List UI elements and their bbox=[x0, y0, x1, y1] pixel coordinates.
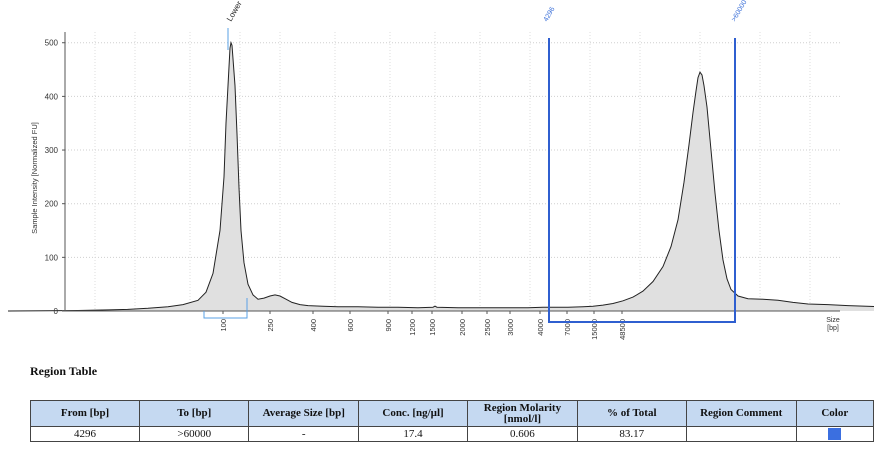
trace-line bbox=[7, 40, 874, 312]
table-cell: 0.606 bbox=[467, 426, 578, 442]
column-header[interactable]: Region Molarity [nmol/l] bbox=[467, 400, 578, 427]
y-tick-label: 0 bbox=[54, 307, 59, 316]
column-header[interactable]: Conc. [ng/µl] bbox=[357, 400, 469, 427]
trace-area bbox=[8, 42, 874, 311]
table-cell: - bbox=[248, 426, 359, 442]
column-header[interactable]: % of Total bbox=[576, 400, 687, 427]
x-tick-label: 2000 bbox=[458, 319, 467, 336]
lower-marker-bracket bbox=[203, 298, 248, 319]
color-swatch[interactable] bbox=[828, 428, 842, 441]
x-tick-label: 900 bbox=[384, 319, 393, 332]
table-cell: 83.17 bbox=[576, 426, 687, 442]
x-tick-label: 48500 bbox=[618, 319, 627, 340]
x-tick-label: 4000 bbox=[536, 319, 545, 336]
y-tick-label: 100 bbox=[45, 253, 59, 262]
x-tick-label: 100 bbox=[219, 319, 228, 332]
x-tick-label: 250 bbox=[266, 319, 275, 332]
table-row[interactable]: 4296 >60000-17.4 0.606 83.17 bbox=[29, 426, 874, 442]
column-header[interactable]: From [bp] bbox=[29, 400, 141, 427]
x-tick-label: 400 bbox=[309, 319, 318, 332]
y-tick-label: 300 bbox=[45, 146, 59, 155]
table-cell: >60000 bbox=[139, 426, 250, 442]
x-tick-label: 600 bbox=[346, 319, 355, 332]
y-axis-ticks: 0 100 200 300 400 500 bbox=[45, 39, 65, 316]
x-tick-label: 3000 bbox=[506, 319, 515, 336]
region-table-header: From [bp] To [bp] Average Size [bp] Conc. [… bbox=[29, 400, 874, 427]
axes bbox=[64, 32, 840, 312]
x-tick-label: 7000 bbox=[563, 319, 572, 336]
column-header[interactable]: To [bp] bbox=[139, 400, 250, 427]
region-table: From [bp] To [bp] Average Size [bp] Conc. [… bbox=[29, 400, 874, 442]
y-axis-label: Sample Intensity [Normalized FU] bbox=[30, 122, 39, 234]
electropherogram-chart: 0 100 200 300 400 500 100 250 400 600 900 1200 1500… bbox=[7, 0, 874, 340]
x-axis-unit-part: Size bbox=[826, 317, 840, 324]
x-axis-ticks: 100 250 400 600 900 1200 1500 2000 2500 3000 4000 7… bbox=[219, 311, 627, 340]
x-axis-unit-part: [bp] bbox=[827, 325, 839, 332]
region-table-title: Region Table bbox=[30, 364, 98, 378]
table-cell: 17.4 bbox=[357, 426, 469, 442]
table-cell bbox=[685, 426, 797, 442]
region-bracket bbox=[548, 38, 736, 323]
table-cell-color bbox=[795, 426, 874, 442]
region-table-body: 4296 >60000-17.4 0.606 83.17 bbox=[29, 426, 874, 442]
lower-marker-label: Lower bbox=[225, 0, 244, 23]
region-start-label: 4296 bbox=[543, 6, 557, 23]
x-axis-unit-label: Size [bp] bbox=[826, 317, 840, 332]
table-cell: 4296 bbox=[29, 426, 141, 442]
x-tick-label: 1500 bbox=[428, 319, 437, 336]
y-tick-label: 400 bbox=[45, 92, 59, 101]
column-header[interactable]: Color bbox=[795, 400, 874, 427]
y-tick-label: 200 bbox=[45, 200, 59, 209]
column-header[interactable]: Region Comment bbox=[685, 400, 797, 427]
column-header[interactable]: Average Size [bp] bbox=[248, 400, 359, 427]
x-tick-label: 2500 bbox=[483, 319, 492, 336]
region-end-label: >60000 bbox=[731, 0, 749, 23]
y-tick-label: 500 bbox=[45, 39, 59, 48]
x-tick-label: 15000 bbox=[590, 319, 599, 340]
trace-fill bbox=[7, 40, 874, 312]
x-tick-label: 1200 bbox=[408, 319, 417, 336]
